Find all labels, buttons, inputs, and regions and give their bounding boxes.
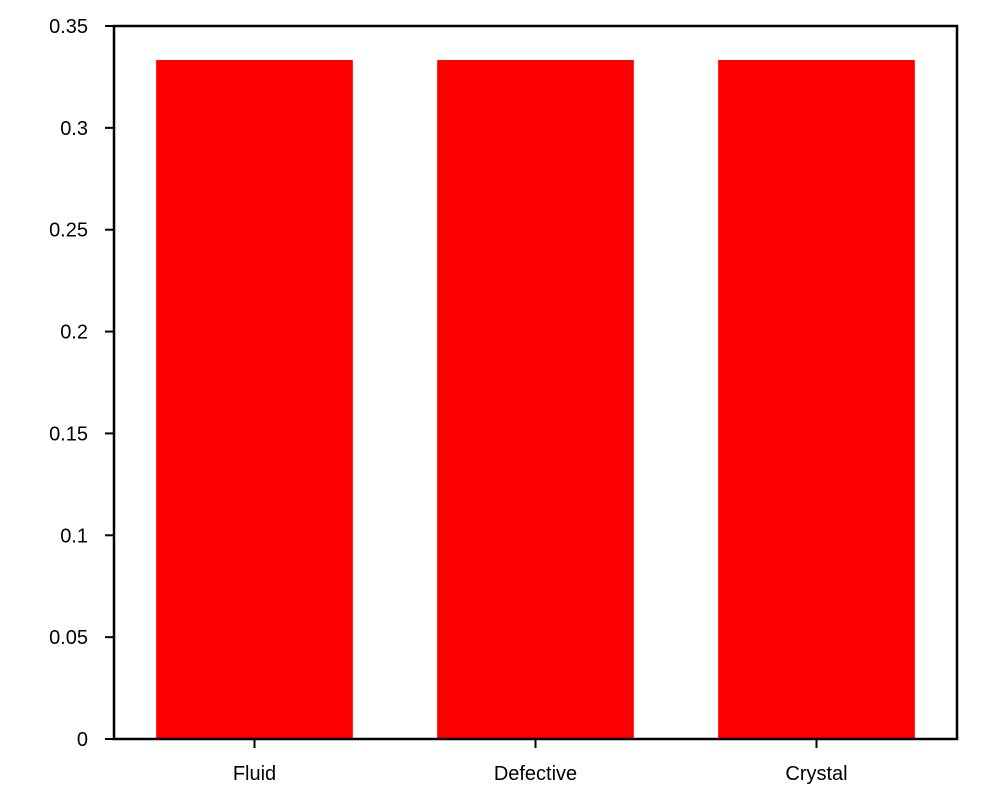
x-tick-label-fluid: Fluid (233, 763, 276, 785)
bars-group (156, 60, 915, 739)
y-tick-label: 0 (77, 729, 88, 751)
x-tick-label-defective: Defective (494, 763, 577, 785)
y-axis: 0 0.05 0.1 0.15 0.2 0.25 0.3 0.35 (49, 16, 114, 751)
bar-defective (437, 60, 634, 739)
y-tick-label: 0.3 (60, 118, 88, 140)
y-tick-label: 0.25 (49, 220, 88, 242)
bar-fluid (156, 60, 353, 739)
bar-crystal (718, 60, 915, 739)
y-tick-label: 0.2 (60, 322, 88, 344)
y-tick-label: 0.35 (49, 16, 88, 38)
y-tick-label: 0.1 (60, 525, 88, 547)
x-axis: Fluid Defective Crystal (233, 739, 848, 785)
y-tick-label: 0.05 (49, 627, 88, 649)
y-tick-label: 0.15 (49, 423, 88, 445)
x-tick-label-crystal: Crystal (785, 763, 847, 785)
